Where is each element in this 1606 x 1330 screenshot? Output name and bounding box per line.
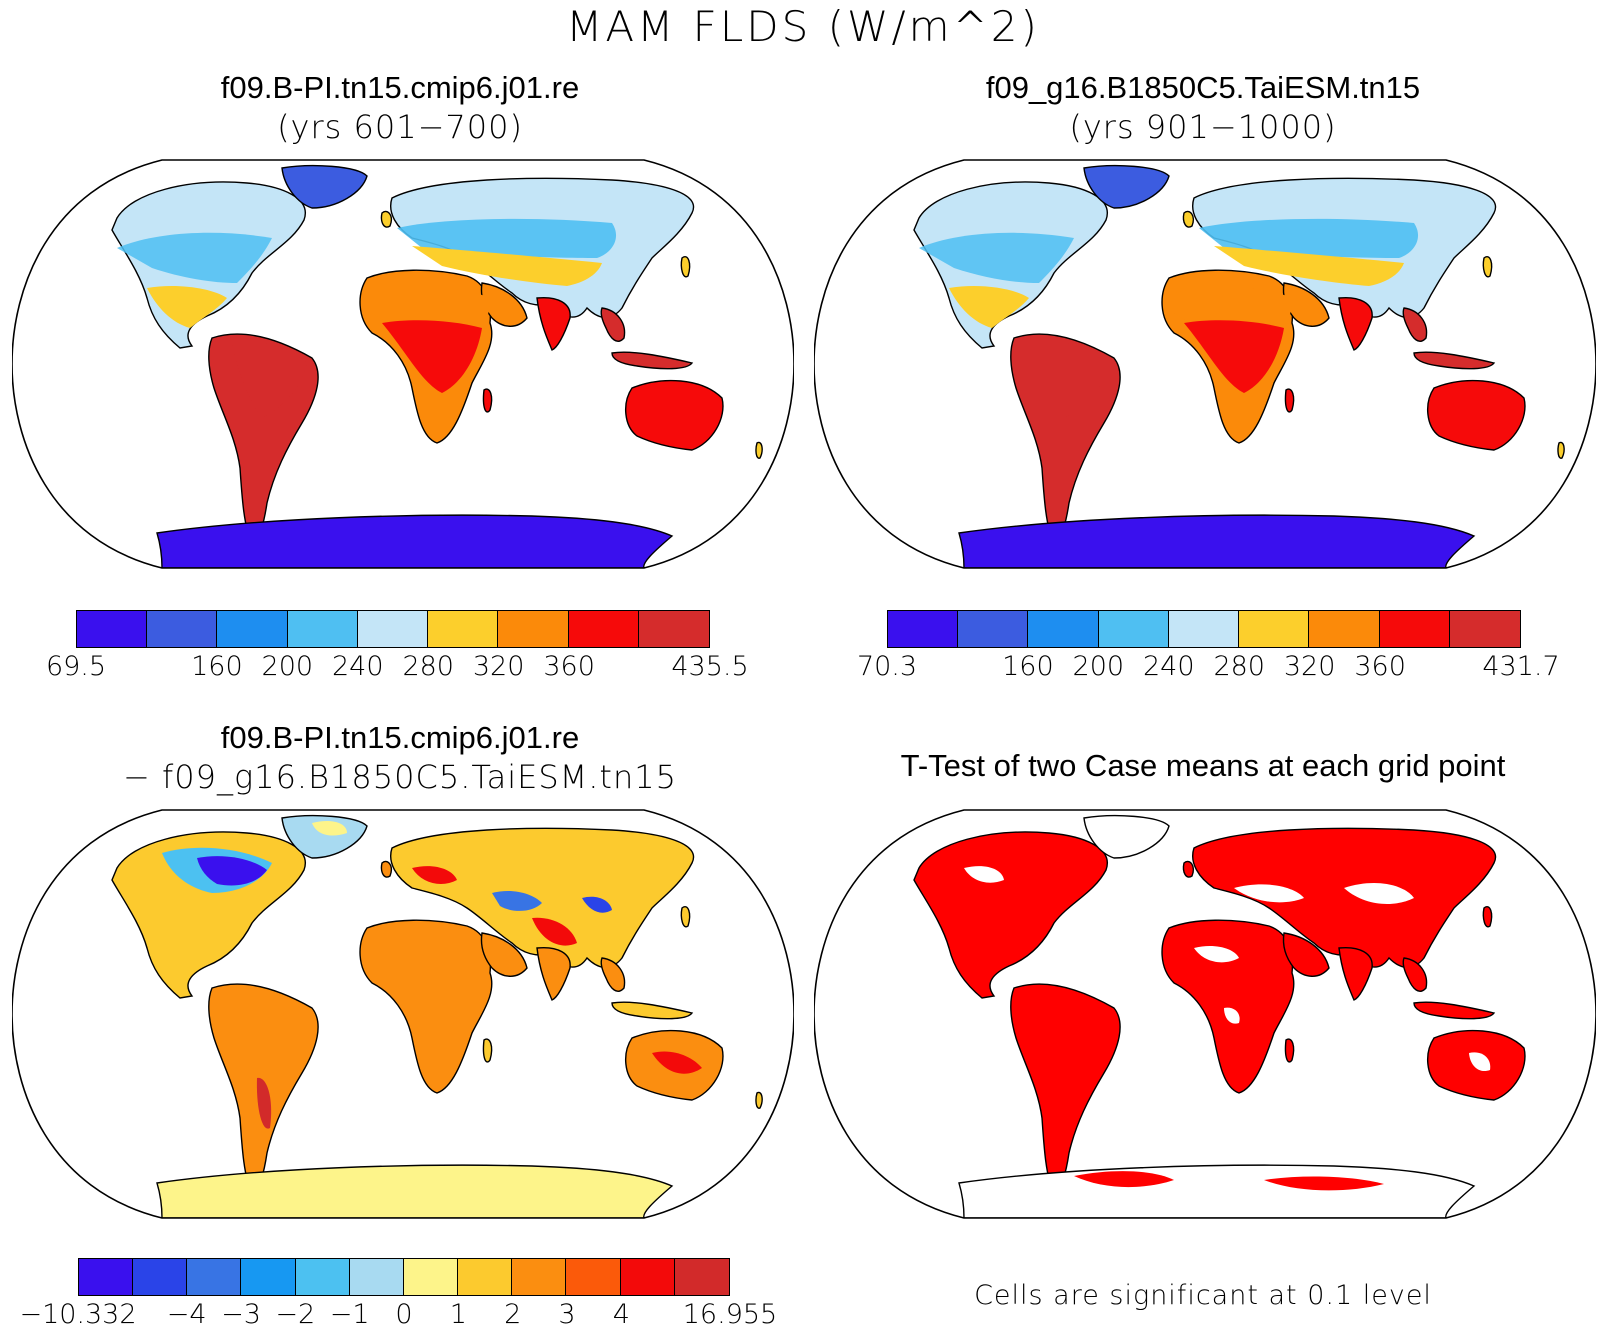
colorbar-tick-label: 431.7: [1482, 651, 1560, 682]
colorbar-tick-label: 160: [1002, 651, 1054, 682]
colorbar-tick-label: 280: [402, 651, 454, 682]
colorbar-swatch: [674, 1259, 729, 1295]
colorbar-tick-label: 320: [472, 651, 525, 682]
colorbar-tick-label: 360: [1354, 651, 1406, 682]
panel-2-colorbar: [887, 610, 1521, 648]
colorbar-swatch: [498, 611, 569, 647]
panel-3-title: f09.B-PI.tn15.cmip6.j01.re − f09_g16.B18…: [0, 720, 800, 796]
panel-3-map: [12, 809, 794, 1219]
colorbar-tick-label: 2: [504, 1299, 522, 1330]
panel-4-test-name: T-Test of two Case means at each grid po…: [900, 748, 1506, 783]
colorbar-swatch: [888, 611, 959, 647]
colorbar-tick-label: −3: [221, 1299, 261, 1330]
panel-1-map: [12, 159, 794, 569]
colorbar-swatch: [958, 611, 1029, 647]
colorbar-swatch: [349, 1259, 404, 1295]
panel-3-colorbar: [78, 1258, 730, 1296]
panel-2-case-name: f09_g16.B1850C5.TaiESM.tn15: [985, 70, 1421, 105]
colorbar-tick-label: 320: [1283, 651, 1336, 682]
colorbar-swatch: [241, 1259, 296, 1295]
colorbar-swatch: [77, 611, 148, 647]
panel-1-title: f09.B-PI.tn15.cmip6.j01.re (yrs 601−700): [0, 70, 800, 146]
colorbar-tick-label: −4: [166, 1299, 207, 1330]
colorbar-swatch: [566, 1259, 621, 1295]
colorbar-tick-label: 16.955: [682, 1299, 778, 1330]
colorbar-swatch: [1379, 611, 1450, 647]
colorbar-swatch: [1028, 611, 1099, 647]
panel-2-map: [814, 159, 1596, 569]
significance-footnote: Cells are significant at 0.1 level: [974, 1280, 1432, 1311]
panel-4-map: [814, 809, 1596, 1219]
colorbar-swatch: [458, 1259, 513, 1295]
colorbar-swatch: [512, 1259, 567, 1295]
colorbar-tick-label: 360: [543, 651, 595, 682]
panel-2-years: (yrs 901−1000): [1069, 108, 1337, 146]
colorbar-tick-label: 3: [558, 1299, 576, 1330]
colorbar-swatch: [1098, 611, 1169, 647]
colorbar-tick-label: 435.5: [671, 651, 749, 682]
colorbar-tick-label: 4: [612, 1299, 630, 1330]
colorbar-swatch: [568, 611, 639, 647]
colorbar-swatch: [79, 1259, 134, 1295]
colorbar-tick-label: 1: [449, 1299, 467, 1330]
colorbar-tick-label: −10.332: [19, 1299, 137, 1330]
panel-1-years: (yrs 601−700): [277, 108, 523, 146]
colorbar-swatch: [357, 611, 429, 647]
colorbar-tick-label: 280: [1213, 651, 1265, 682]
colorbar-swatch: [1239, 611, 1310, 647]
colorbar-tick-label: −2: [275, 1299, 316, 1330]
colorbar-swatch: [403, 1259, 459, 1295]
colorbar-swatch: [217, 611, 288, 647]
colorbar-tick-label: 240: [331, 651, 384, 682]
colorbar-tick-label: 160: [191, 651, 243, 682]
colorbar-swatch: [187, 1259, 242, 1295]
colorbar-tick-label: 240: [1142, 651, 1195, 682]
panel-1-case-name: f09.B-PI.tn15.cmip6.j01.re: [220, 70, 580, 105]
panel-3-difference-label: − f09_g16.B1850C5.TaiESM.tn15: [123, 758, 677, 796]
panel-3-case-name: f09.B-PI.tn15.cmip6.j01.re: [220, 720, 580, 755]
colorbar-swatch: [147, 611, 218, 647]
panel-2-title: f09_g16.B1850C5.TaiESM.tn15 (yrs 901−100…: [800, 70, 1606, 146]
colorbar-tick-label: 200: [1072, 651, 1125, 682]
colorbar-swatch: [1168, 611, 1240, 647]
colorbar-swatch: [1309, 611, 1380, 647]
colorbar-swatch: [287, 611, 358, 647]
colorbar-swatch: [428, 611, 499, 647]
colorbar-swatch: [1449, 611, 1520, 647]
colorbar-tick-label: 70.3: [856, 651, 918, 682]
colorbar-swatch: [638, 611, 709, 647]
colorbar-swatch: [295, 1259, 350, 1295]
colorbar-tick-label: 200: [261, 651, 314, 682]
colorbar-swatch: [133, 1259, 188, 1295]
colorbar-tick-label: −1: [329, 1299, 370, 1330]
colorbar-tick-label: 69.5: [45, 651, 107, 682]
colorbar-swatch: [620, 1259, 675, 1295]
panel-4-title: T-Test of two Case means at each grid po…: [800, 748, 1606, 784]
colorbar-tick-label: 0: [395, 1299, 413, 1330]
figure-title: MAM FLDS (W/m^2): [566, 2, 1040, 51]
panel-1-colorbar: [76, 610, 710, 648]
